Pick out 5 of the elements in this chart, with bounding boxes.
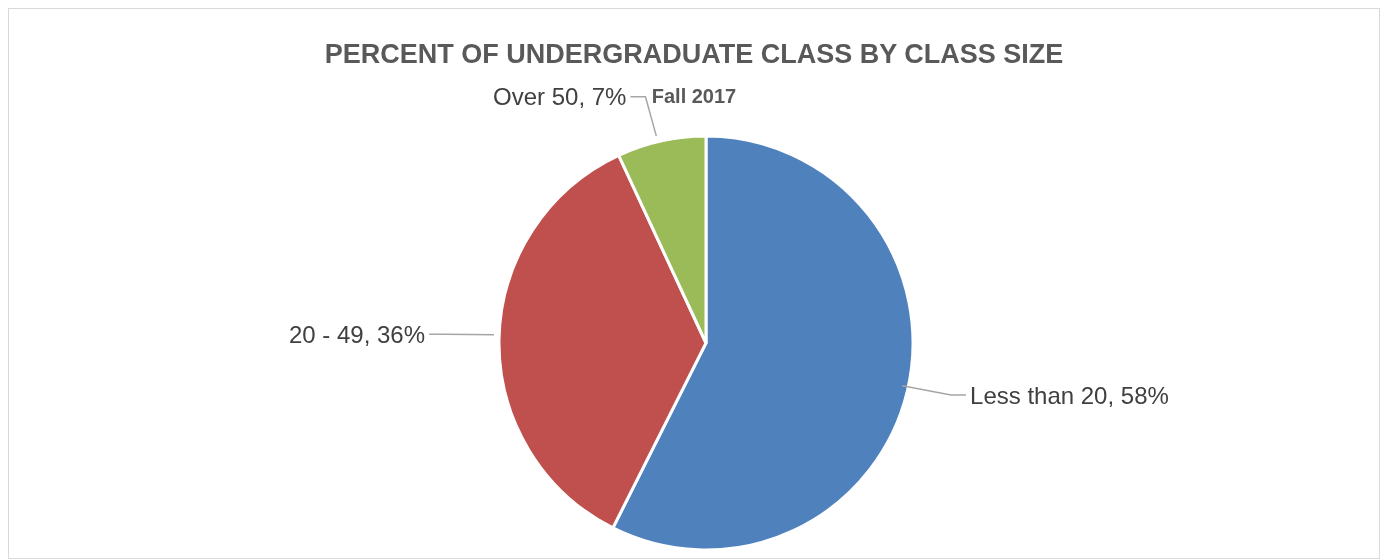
slice-label: Over 50, 7%	[493, 83, 627, 111]
slice-label: Less than 20, 58%	[970, 381, 1169, 409]
slice-label: 20 - 49, 36%	[288, 320, 426, 348]
chart-subtitle: Fall 2017	[651, 85, 737, 107]
chart-title: PERCENT OF UNDERGRADUATE CLASS BY CLASS SIZE	[323, 39, 1065, 70]
